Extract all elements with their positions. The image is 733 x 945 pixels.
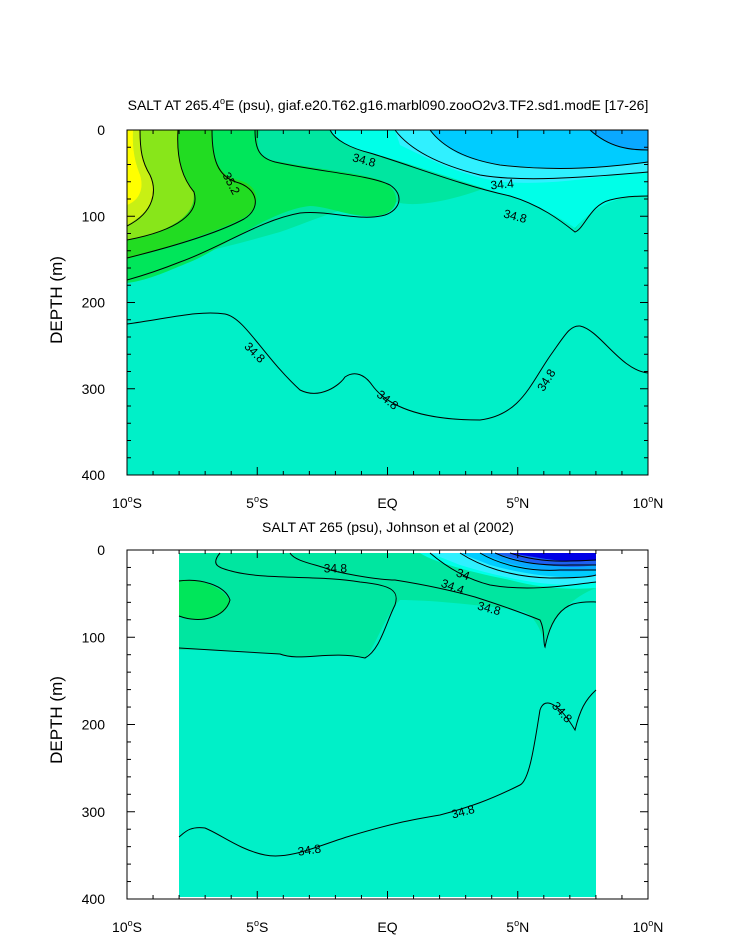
contour-label: 34.8	[450, 802, 476, 822]
x-tick-label: 10oN	[633, 494, 664, 511]
panel-2-field	[179, 553, 596, 897]
panel-1-field	[127, 130, 648, 475]
panel-1-contour-labels: 34.835.2 34.434.834.834.834.8	[220, 150, 559, 412]
panel-1: SALT AT 265.4oE (psu), giaf.e20.T62.g16.…	[47, 96, 663, 511]
contour-label-text: 34.4	[490, 176, 515, 192]
panel-2-contours	[178, 552, 597, 857]
panel-1-ylabel: DEPTH (m)	[47, 256, 66, 344]
y-tick-label: 100	[82, 208, 106, 224]
y-tick-label: 0	[97, 122, 105, 138]
panel-1-title: SALT AT 265.4oE (psu), giaf.e20.T62.g16.…	[128, 96, 649, 113]
x-tick-label: 10oS	[112, 918, 142, 935]
y-tick-label: 0	[97, 542, 105, 558]
contour-label-text: 34.8	[502, 206, 528, 226]
x-tick-label: EQ	[377, 919, 397, 935]
x-tick-label: 5oS	[246, 494, 268, 511]
panel-2: SALT AT 265 (psu), Johnson et al (2002) …	[47, 519, 663, 935]
contour-label-text: 34.8	[450, 802, 476, 822]
y-tick-label: 200	[82, 295, 106, 311]
y-tick-label: 400	[82, 891, 106, 907]
x-tick-label: 5oN	[506, 918, 529, 935]
panel-2-ylabel: DEPTH (m)	[47, 676, 66, 764]
y-tick-label: 200	[82, 717, 106, 733]
panel-2-ticks: 10oS 5oS EQ 5oN 10oN 0 100 200 300 400	[82, 542, 664, 935]
contour-label: 34.8	[502, 206, 528, 226]
y-tick-label: 300	[82, 381, 106, 397]
contour-label-text: 34	[454, 566, 472, 584]
y-tick-label: 100	[82, 629, 106, 645]
x-tick-label: 10oS	[112, 494, 142, 511]
contour-label-text: 34.8	[324, 561, 348, 575]
x-tick-label: EQ	[377, 495, 397, 511]
panel-2-title: SALT AT 265 (psu), Johnson et al (2002)	[262, 519, 514, 535]
x-tick-label: 5oS	[246, 918, 268, 935]
y-tick-label: 400	[82, 467, 106, 483]
panel-1-contours	[126, 129, 649, 421]
contour-label-text: 34.8	[297, 842, 322, 859]
contour-label: 34	[454, 566, 472, 584]
panel-1-ticks: 10oS 5oS EQ 5oN 10oN 0 100 200 300 400	[82, 122, 664, 511]
contour-label: 34.8	[351, 150, 377, 170]
contour-label-text: 34.8	[351, 150, 377, 170]
contour-label-text: 34.8	[476, 599, 502, 619]
x-tick-label: 5oN	[506, 494, 529, 511]
x-tick-label: 10oN	[633, 918, 664, 935]
y-tick-label: 300	[82, 804, 106, 820]
contour-label: 34.8	[297, 842, 322, 859]
contour-label: 34.8	[324, 561, 348, 575]
contour-label: 34.8	[476, 599, 502, 619]
contour-label: 34.4	[490, 176, 515, 192]
